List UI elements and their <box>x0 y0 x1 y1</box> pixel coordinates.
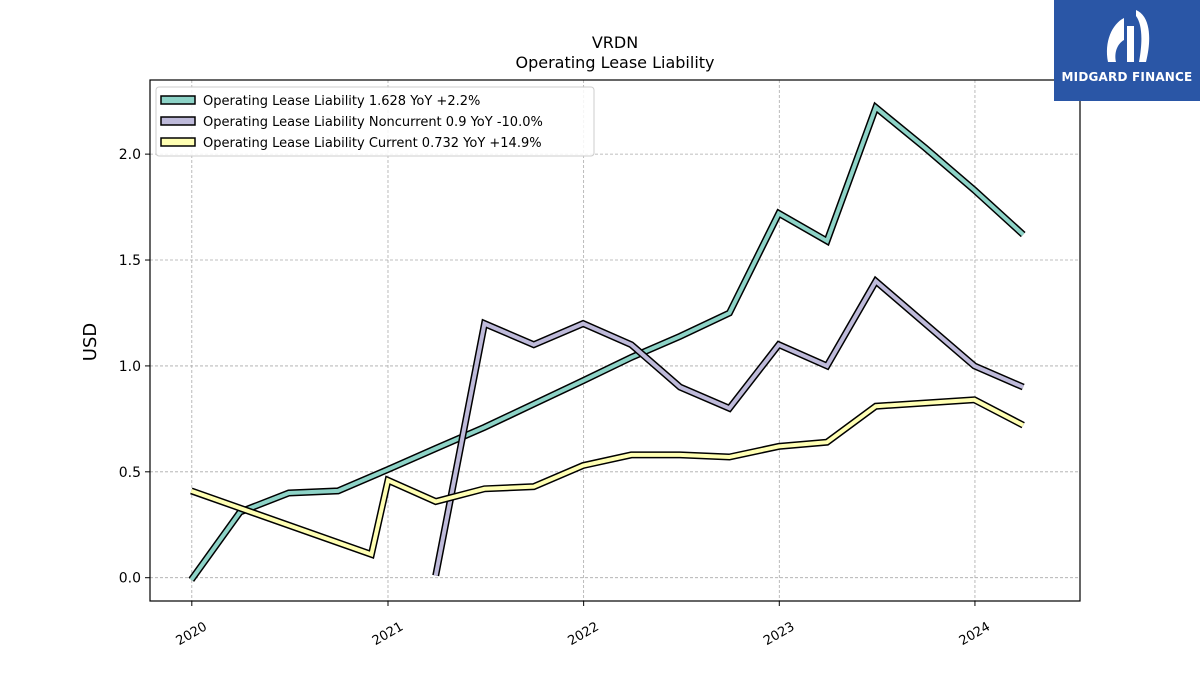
chart-title: VRDN <box>592 33 638 52</box>
legend-label: Operating Lease Liability 1.628 YoY +2.2… <box>203 94 480 109</box>
x-tick-label: 2020 <box>174 619 210 649</box>
y-tick-label: 2.0 <box>119 147 141 163</box>
y-tick-label: 0.0 <box>119 571 141 587</box>
series-lines <box>188 101 1026 582</box>
y-axis-label: USD <box>80 323 101 361</box>
x-tick-label: 2022 <box>565 619 601 649</box>
x-tick-label: 2021 <box>370 619 406 649</box>
axis-ticks: 2020 2021 2022 2023 2024 0.0 0.5 1.0 1.5 2.0 <box>119 147 993 649</box>
legend-swatch <box>160 116 196 126</box>
x-tick-label: 2023 <box>761 619 797 649</box>
brand-name: MIDGARD FINANCE <box>1061 70 1193 84</box>
plot-frame <box>149 79 1081 602</box>
series-line-outline <box>188 101 1026 582</box>
series-line <box>433 278 1024 576</box>
y-tick-label: 1.5 <box>119 253 141 269</box>
brand-mark-icon <box>1106 10 1150 62</box>
series-line <box>190 397 1025 558</box>
grid-lines <box>150 80 1080 601</box>
legend-box <box>155 86 595 157</box>
x-tick-label: 2024 <box>957 619 993 649</box>
series-line-outline <box>432 275 1025 577</box>
series-line-outline <box>190 396 1025 560</box>
y-tick-label: 0.5 <box>119 465 141 481</box>
legend-label: Operating Lease Liability Current 0.732 … <box>203 136 542 151</box>
y-tick-label: 1.0 <box>119 359 141 375</box>
series-line <box>189 104 1025 581</box>
legend-swatch <box>160 137 196 147</box>
brand-logo: MIDGARD FINANCE <box>1054 0 1200 101</box>
legend-swatch <box>160 95 196 105</box>
legend: Operating Lease Liability 1.628 YoY +2.2… <box>155 86 595 157</box>
legend-label: Operating Lease Liability Noncurrent 0.9… <box>203 115 543 130</box>
chart-subtitle: Operating Lease Liability <box>515 53 714 72</box>
